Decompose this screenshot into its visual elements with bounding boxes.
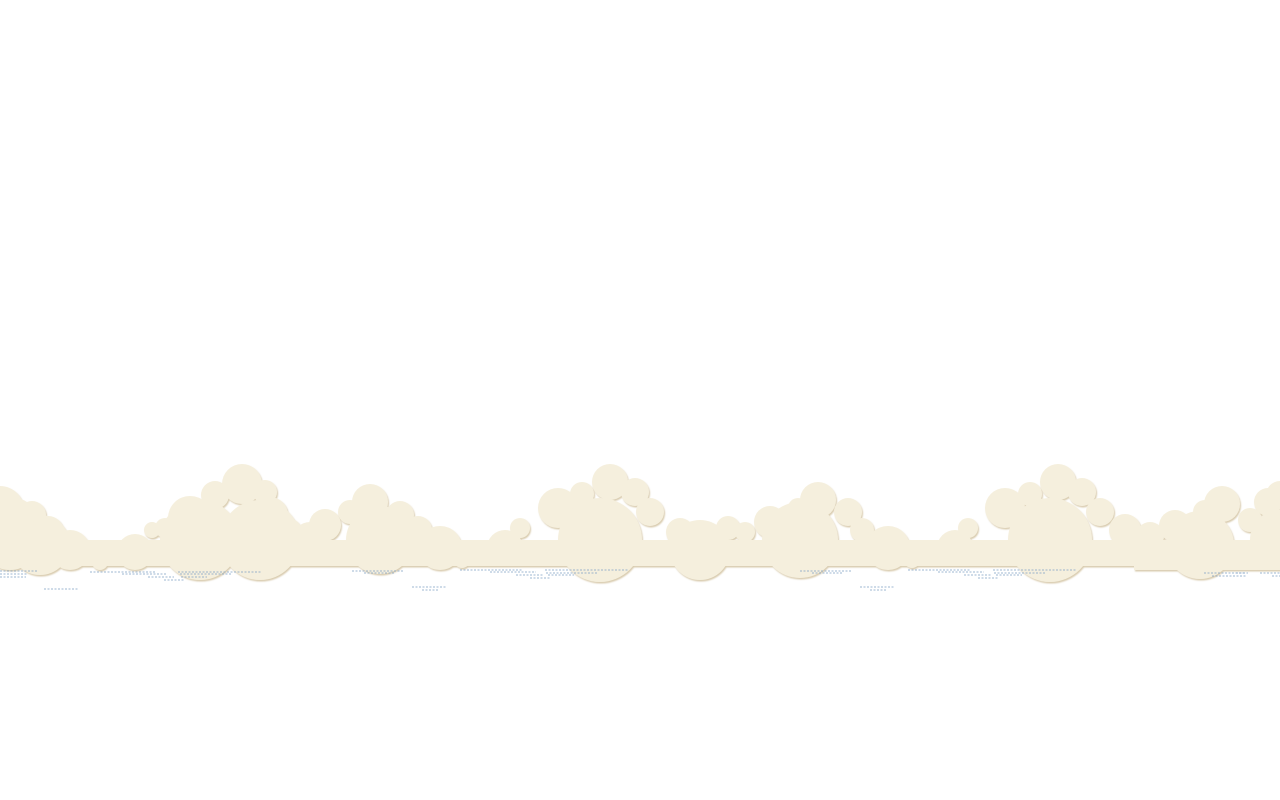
cloud-layer: [0, 464, 1280, 591]
cloud-band: [0, 440, 1280, 610]
